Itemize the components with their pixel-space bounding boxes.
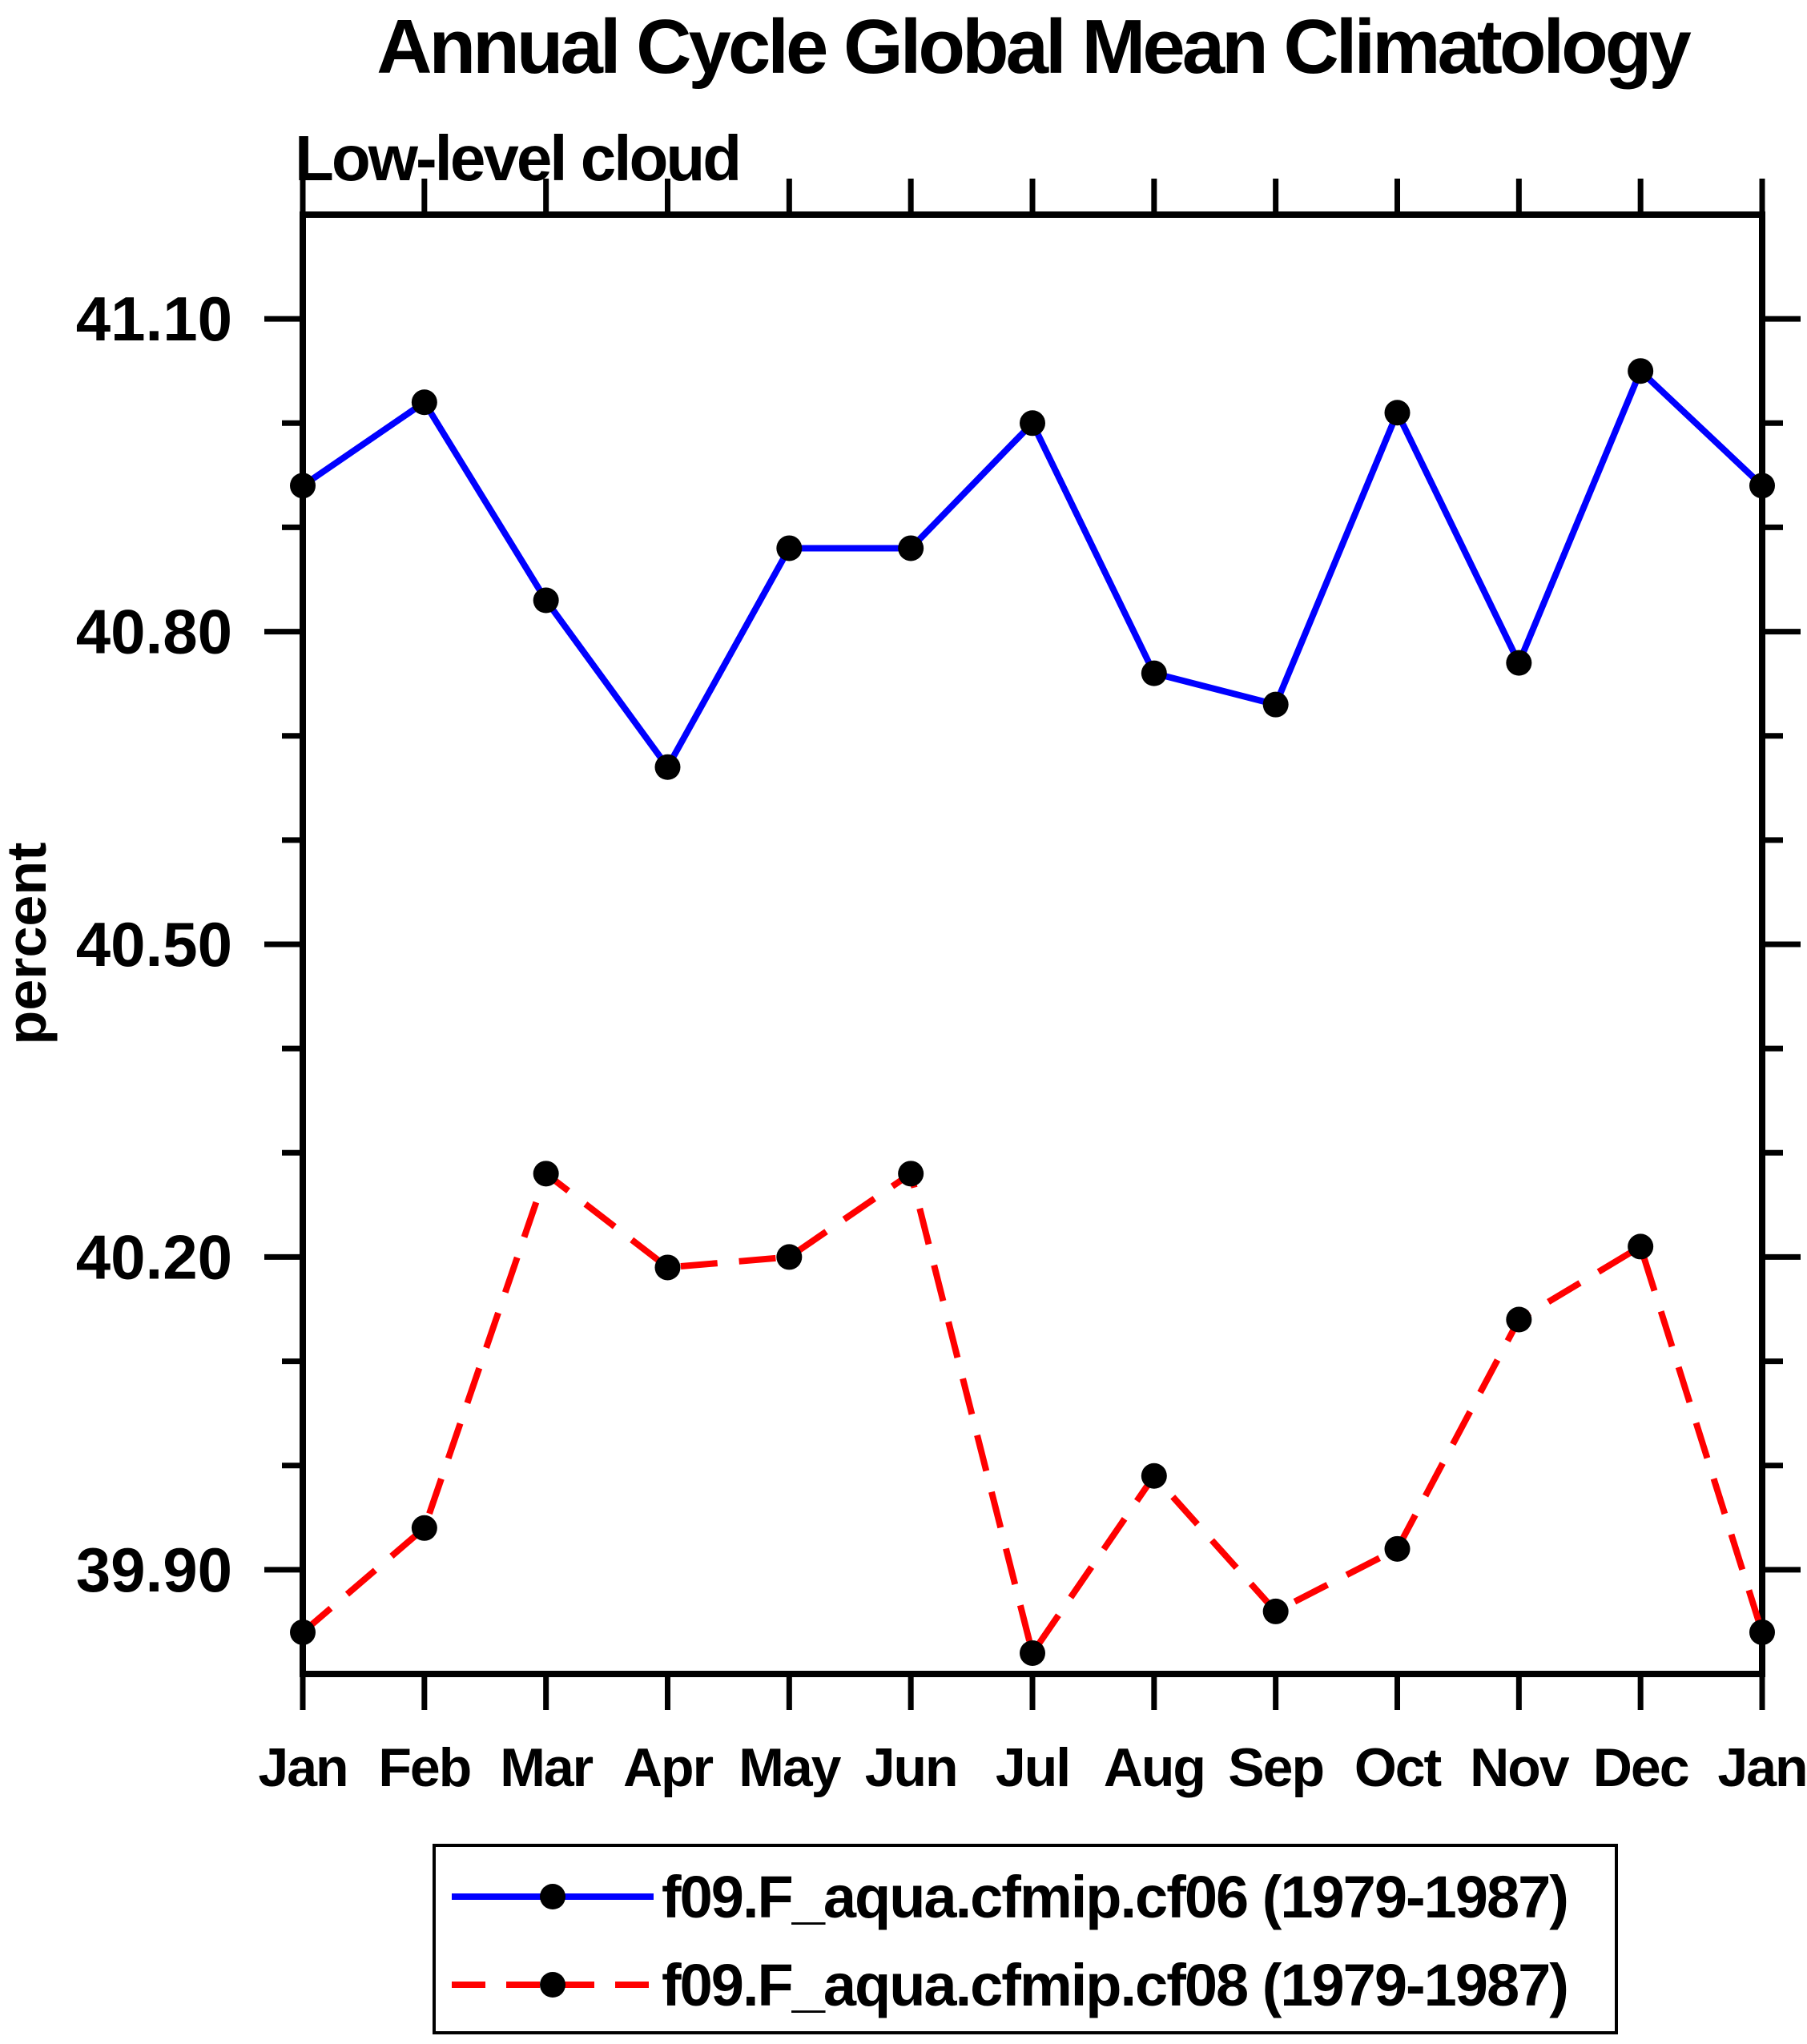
legend-sample-cf08 bbox=[452, 1972, 654, 1998]
y-tick-label: 40.50 bbox=[76, 909, 232, 980]
data-point-series-0 bbox=[898, 535, 924, 561]
data-point-series-0 bbox=[1506, 650, 1532, 676]
data-point-series-1 bbox=[776, 1244, 803, 1270]
x-tick-label: Nov bbox=[1470, 1737, 1570, 1798]
data-point-series-1 bbox=[533, 1161, 559, 1187]
data-point-series-0 bbox=[1141, 660, 1167, 686]
data-point-series-1 bbox=[411, 1515, 437, 1541]
legend-marker-dot bbox=[540, 1884, 565, 1909]
data-point-series-0 bbox=[1384, 400, 1411, 426]
x-tick-label: Jun bbox=[865, 1737, 957, 1798]
data-point-series-0 bbox=[1628, 358, 1654, 384]
x-tick-label: Mar bbox=[500, 1737, 593, 1798]
legend-label-cf08: f09.F_aqua.cfmip.cf08 (1979-1987) bbox=[662, 1951, 1569, 2018]
data-point-series-1 bbox=[1141, 1463, 1167, 1489]
y-tick-label: 39.90 bbox=[76, 1535, 232, 1605]
data-point-series-1 bbox=[1506, 1306, 1532, 1333]
y-tick-label: 40.80 bbox=[76, 597, 232, 667]
data-point-series-0 bbox=[1020, 410, 1045, 437]
data-point-series-0 bbox=[290, 473, 316, 499]
data-point-series-1 bbox=[898, 1161, 924, 1187]
data-point-series-0 bbox=[411, 389, 437, 416]
legend-item-cf08: f09.F_aqua.cfmip.cf08 (1979-1987) bbox=[444, 1949, 1569, 2020]
data-point-series-0 bbox=[654, 754, 681, 780]
y-tick-label: 41.10 bbox=[76, 284, 232, 354]
data-point-series-0 bbox=[776, 535, 803, 561]
legend-box: f09.F_aqua.cfmip.cf06 (1979-1987) f09.F_… bbox=[433, 1844, 1618, 2034]
data-point-series-1 bbox=[654, 1254, 681, 1281]
x-tick-label: Sep bbox=[1228, 1737, 1323, 1798]
x-tick-label: May bbox=[738, 1737, 841, 1798]
legend-label-cf06: f09.F_aqua.cfmip.cf06 (1979-1987) bbox=[662, 1863, 1569, 1930]
chart-title: Annual Cycle Global Mean Climatology bbox=[376, 4, 1692, 90]
y-tick-label: 40.20 bbox=[76, 1221, 232, 1292]
x-tick-label: Oct bbox=[1354, 1737, 1442, 1798]
legend-marker-dot bbox=[540, 1972, 565, 1998]
x-tick-label: Apr bbox=[623, 1737, 714, 1798]
x-tick-label: Jan bbox=[1717, 1737, 1806, 1798]
x-tick-label: Feb bbox=[378, 1737, 470, 1798]
data-point-series-1 bbox=[1020, 1640, 1045, 1666]
data-point-series-1 bbox=[1384, 1535, 1411, 1562]
x-tick-label: Aug bbox=[1104, 1737, 1205, 1798]
data-point-series-1 bbox=[1628, 1233, 1654, 1260]
x-tick-label: Jan bbox=[258, 1737, 347, 1798]
x-tick-label: Dec bbox=[1593, 1737, 1688, 1798]
data-point-series-1 bbox=[1749, 1619, 1775, 1645]
series-line-1 bbox=[300, 1168, 1765, 1661]
legend-item-cf06: f09.F_aqua.cfmip.cf06 (1979-1987) bbox=[444, 1861, 1569, 1932]
legend-sample-cf06 bbox=[452, 1884, 654, 1909]
x-tick-label: Jul bbox=[996, 1737, 1069, 1798]
data-point-series-1 bbox=[290, 1619, 316, 1645]
data-point-series-0 bbox=[533, 587, 559, 614]
data-point-series-0 bbox=[1262, 691, 1289, 718]
data-point-series-0 bbox=[1749, 473, 1775, 499]
data-point-series-1 bbox=[1262, 1598, 1289, 1624]
